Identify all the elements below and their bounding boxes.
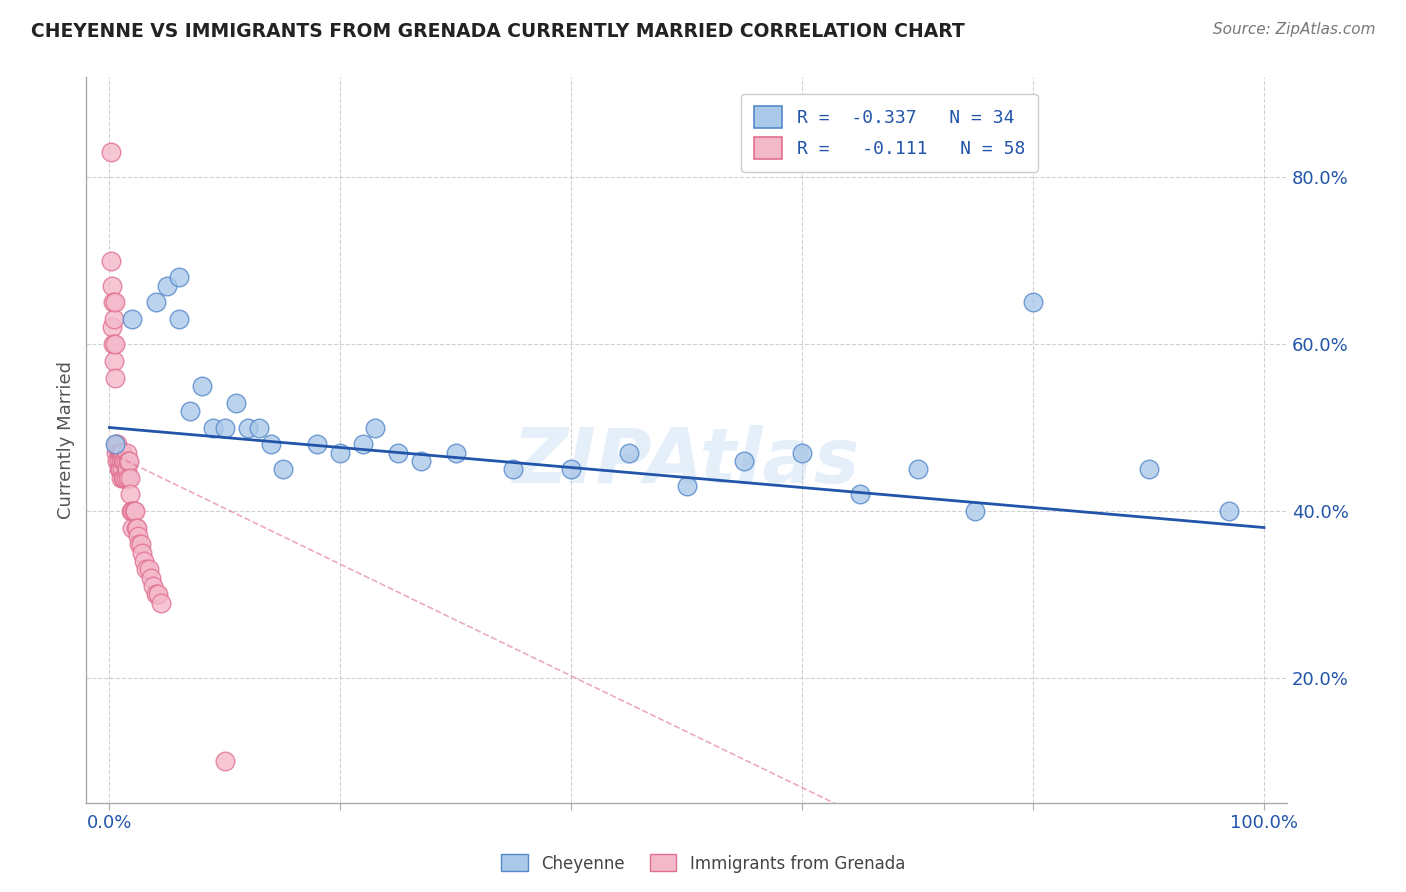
Point	[104, 295, 127, 310]
Point	[107, 462, 129, 476]
Point	[110, 470, 132, 484]
Point	[849, 487, 872, 501]
Point	[675, 479, 697, 493]
Point	[111, 462, 134, 476]
Point	[103, 354, 125, 368]
Point	[107, 437, 129, 451]
Point	[411, 454, 433, 468]
Point	[202, 420, 225, 434]
Point	[387, 445, 409, 459]
Point	[128, 537, 150, 551]
Point	[139, 570, 162, 584]
Point	[249, 420, 271, 434]
Point	[190, 379, 212, 393]
Point	[1022, 295, 1045, 310]
Text: CHEYENNE VS IMMIGRANTS FROM GRENADA CURRENTLY MARRIED CORRELATION CHART: CHEYENNE VS IMMIGRANTS FROM GRENADA CURR…	[31, 22, 965, 41]
Point	[127, 520, 149, 534]
Point	[122, 504, 145, 518]
Point	[117, 470, 139, 484]
Point	[108, 462, 131, 476]
Point	[156, 278, 179, 293]
Point	[107, 454, 129, 468]
Point	[100, 145, 122, 160]
Point	[260, 437, 283, 451]
Point	[560, 462, 582, 476]
Point	[150, 596, 173, 610]
Point	[121, 520, 143, 534]
Point	[121, 312, 143, 326]
Point	[115, 445, 138, 459]
Point	[145, 295, 167, 310]
Point	[145, 587, 167, 601]
Point	[100, 253, 122, 268]
Point	[167, 270, 190, 285]
Point	[107, 445, 129, 459]
Point	[617, 445, 640, 459]
Point	[108, 445, 131, 459]
Y-axis label: Currently Married: Currently Married	[58, 361, 75, 519]
Point	[124, 504, 146, 518]
Point	[214, 420, 236, 434]
Point	[115, 462, 138, 476]
Point	[146, 587, 169, 601]
Point	[733, 454, 755, 468]
Point	[101, 337, 124, 351]
Text: Source: ZipAtlas.com: Source: ZipAtlas.com	[1212, 22, 1375, 37]
Point	[131, 545, 153, 559]
Point	[965, 504, 987, 518]
Point	[104, 370, 127, 384]
Point	[101, 295, 124, 310]
Point	[120, 487, 142, 501]
Point	[114, 454, 136, 468]
Point	[118, 454, 141, 468]
Point	[502, 462, 524, 476]
Point	[214, 754, 236, 768]
Point	[111, 445, 134, 459]
Point	[103, 312, 125, 326]
Point	[110, 445, 132, 459]
Point	[307, 437, 329, 451]
Point	[125, 520, 148, 534]
Point	[907, 462, 929, 476]
Point	[112, 454, 135, 468]
Point	[167, 312, 190, 326]
Point	[225, 395, 247, 409]
Point	[100, 320, 122, 334]
Point	[352, 437, 374, 451]
Point	[100, 278, 122, 293]
Point	[105, 445, 128, 459]
Point	[107, 454, 129, 468]
Point	[104, 337, 127, 351]
Text: ZIPAtlas: ZIPAtlas	[513, 425, 860, 499]
Point	[142, 579, 165, 593]
Point	[104, 437, 127, 451]
Point	[110, 454, 132, 468]
Point	[236, 420, 259, 434]
Point	[1218, 504, 1240, 518]
Point	[364, 420, 387, 434]
Point	[105, 437, 128, 451]
Point	[179, 404, 201, 418]
Point	[114, 470, 136, 484]
Point	[127, 529, 149, 543]
Point	[1137, 462, 1160, 476]
Point	[117, 454, 139, 468]
Point	[138, 562, 160, 576]
Point	[129, 537, 152, 551]
Point	[112, 470, 135, 484]
Legend: R =  -0.337   N = 34, R =   -0.111   N = 58: R = -0.337 N = 34, R = -0.111 N = 58	[741, 94, 1038, 172]
Point	[121, 504, 143, 518]
Point	[112, 470, 135, 484]
Point	[135, 562, 157, 576]
Point	[271, 462, 294, 476]
Point	[329, 445, 352, 459]
Point	[120, 504, 142, 518]
Point	[132, 554, 155, 568]
Point	[444, 445, 467, 459]
Point	[120, 470, 142, 484]
Point	[792, 445, 814, 459]
Point	[112, 454, 135, 468]
Legend: Cheyenne, Immigrants from Grenada: Cheyenne, Immigrants from Grenada	[495, 847, 911, 880]
